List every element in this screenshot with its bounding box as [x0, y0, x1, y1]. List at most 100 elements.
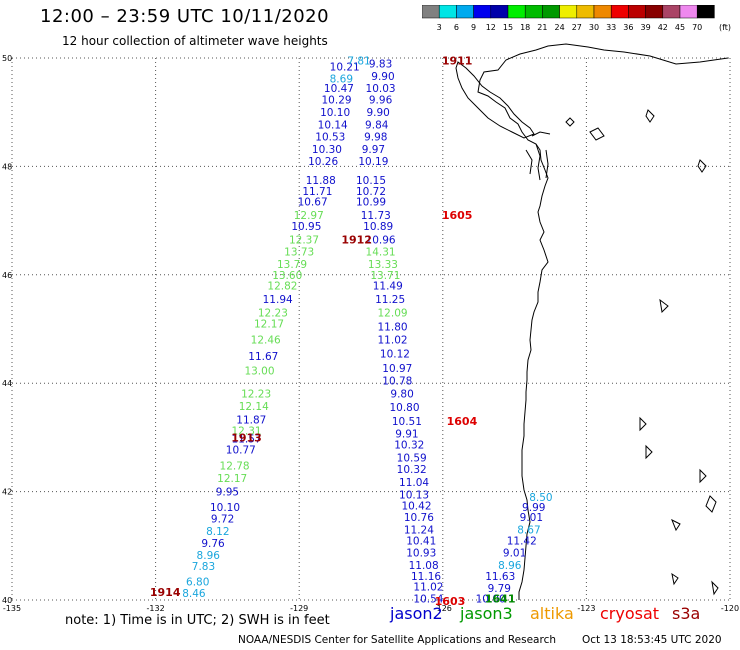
wave-height-colorbar: 3 6 9 12 15 18 21 24 27 30 33 36 39 42 45 70 (ft): [422, 5, 731, 32]
colorbar-swatch: [559, 5, 578, 19]
lon-label: -135: [3, 604, 21, 613]
wave-height-value: 8.96: [197, 550, 221, 562]
wave-height-value: 10.41: [406, 535, 436, 547]
wave-height-value: 9.90: [366, 107, 389, 119]
colorbar-swatch: [438, 5, 457, 19]
colorbar-swatch: [576, 5, 595, 19]
mission-legend-cryosat: cryosat: [600, 604, 660, 623]
colorbar-tick: 45: [675, 23, 685, 32]
pass-number-label: 1913: [231, 431, 262, 444]
wave-height-value: 8.96: [498, 560, 522, 572]
lat-label: 40: [2, 596, 12, 605]
wave-height-value: 13.71: [370, 270, 400, 282]
lon-label: -123: [577, 604, 595, 613]
coastline: [455, 43, 729, 600]
wave-height-value: 10.19: [358, 156, 388, 168]
colorbar-tick: 15: [503, 23, 513, 32]
wave-height-value: 11.25: [375, 294, 405, 306]
wave-height-value: 10.67: [298, 197, 328, 209]
wave-height-value: 13.33: [368, 259, 398, 271]
wave-height-value: 8.69: [330, 74, 353, 86]
wave-height-value: 9.72: [211, 514, 234, 526]
pass-number-label: 1912: [341, 234, 372, 247]
mission-legend-s3a: s3a: [672, 604, 701, 623]
wave-height-value: 10.14: [318, 120, 348, 132]
pass-number-label: 1605: [442, 209, 473, 222]
colorbar-unit: (ft): [719, 23, 731, 32]
wave-height-value: 12.37: [289, 235, 319, 247]
mission-legend-jason2: jason2: [390, 604, 443, 623]
wave-height-value: 11.08: [409, 560, 439, 572]
colorbar-ticks: 3 6 9 12 15 18 21 24 27 30 33 36 39 42 45 70 (ft): [437, 23, 731, 32]
colorbar-swatch: [507, 5, 526, 19]
wave-height-value: 9.84: [365, 120, 389, 132]
wave-height-value: 10.00: [476, 593, 506, 605]
wave-height-value: 10.15: [356, 175, 386, 187]
puget-sound: [525, 131, 551, 181]
lake-7: [671, 518, 681, 532]
colorbar-swatch: [628, 5, 646, 19]
lake-2: [697, 159, 707, 173]
colorbar-swatch: [679, 5, 698, 19]
lake-4: [639, 416, 647, 432]
colorbar-swatch: [490, 5, 509, 19]
wave-height-value: 8.67: [517, 525, 540, 537]
wave-height-value: 10.03: [366, 83, 396, 95]
wave-height-value: 10.51: [392, 416, 422, 428]
wave-height-value: 9.95: [216, 487, 239, 499]
island-2: [565, 117, 575, 127]
wave-height-value: 12.17: [217, 473, 247, 485]
wave-height-value: 9.83: [369, 58, 392, 70]
lat-label: 44: [2, 379, 12, 388]
footer-credit: NOAA/NESDIS Center for Satellite Applica…: [238, 634, 556, 646]
colorbar-swatch: [422, 5, 440, 19]
colorbar-tick: 42: [658, 23, 668, 32]
colorbar-swatch: [662, 5, 681, 19]
wave-height-value: 9.99: [522, 502, 545, 514]
wave-height-value: 10.72: [356, 186, 386, 198]
wave-height-value: 12.82: [267, 281, 297, 293]
wave-height-value: 11.24: [404, 525, 434, 537]
wave-height-value: 11.67: [248, 351, 278, 363]
wave-height-value: 13.79: [277, 259, 307, 271]
colorbar-swatch: [696, 5, 715, 19]
colorbar-tick: 27: [572, 23, 582, 32]
colorbar-tick: 18: [520, 23, 530, 32]
wave-height-value: 12.23: [241, 388, 271, 400]
wave-height-value: 6.80: [186, 577, 209, 589]
track-coastal-ascending: 10.009.7911.638.969.0111.428.679.019.998…: [476, 492, 553, 605]
wave-height-value: 11.42: [507, 535, 537, 547]
footer-timestamp: Oct 13 18:53:45 UTC 2020: [582, 634, 722, 646]
wave-height-value: 11.87: [236, 415, 266, 427]
wave-height-value: 9.97: [362, 144, 385, 156]
colorbar-tick: 9: [471, 23, 476, 32]
wave-height-value: 10.32: [397, 464, 427, 476]
wave-height-value: 11.63: [485, 571, 515, 583]
wave-height-value: 9.79: [488, 583, 511, 595]
pass-number-label: 1911: [442, 55, 473, 68]
wave-height-value: 13.60: [272, 270, 302, 282]
wave-height-value: 12.14: [239, 401, 269, 413]
wave-height-value: 10.59: [397, 452, 427, 464]
wave-height-value: 10.80: [389, 402, 419, 414]
colorbar-tick: 6: [454, 23, 459, 32]
wave-height-value: 11.16: [411, 571, 441, 583]
lake-3: [659, 298, 669, 314]
vancouver-island: [455, 61, 535, 139]
altimeter-tracks: 8.466.807.838.969.768.129.7210.109.9512.…: [182, 56, 552, 606]
lon-label: -120: [721, 604, 739, 613]
wave-height-value: 10.10: [210, 502, 240, 514]
wave-height-value: 11.04: [399, 477, 429, 489]
lat-label: 50: [2, 54, 12, 63]
page-title: 12:00 – 23:59 UTC 10/11/2020: [40, 6, 330, 27]
lake-8: [705, 495, 717, 513]
wave-height-value: 14.31: [366, 246, 396, 258]
island-1: [589, 127, 605, 141]
colorbar-swatch: [542, 5, 560, 19]
wave-height-value: 10.32: [394, 439, 424, 451]
wave-height-value: 11.71: [302, 186, 332, 198]
wave-height-value: 11.57: [232, 433, 262, 445]
wave-height-value: 9.01: [520, 512, 543, 524]
colorbar-tick: 70: [692, 23, 702, 32]
colorbar-tick: 21: [537, 23, 547, 32]
